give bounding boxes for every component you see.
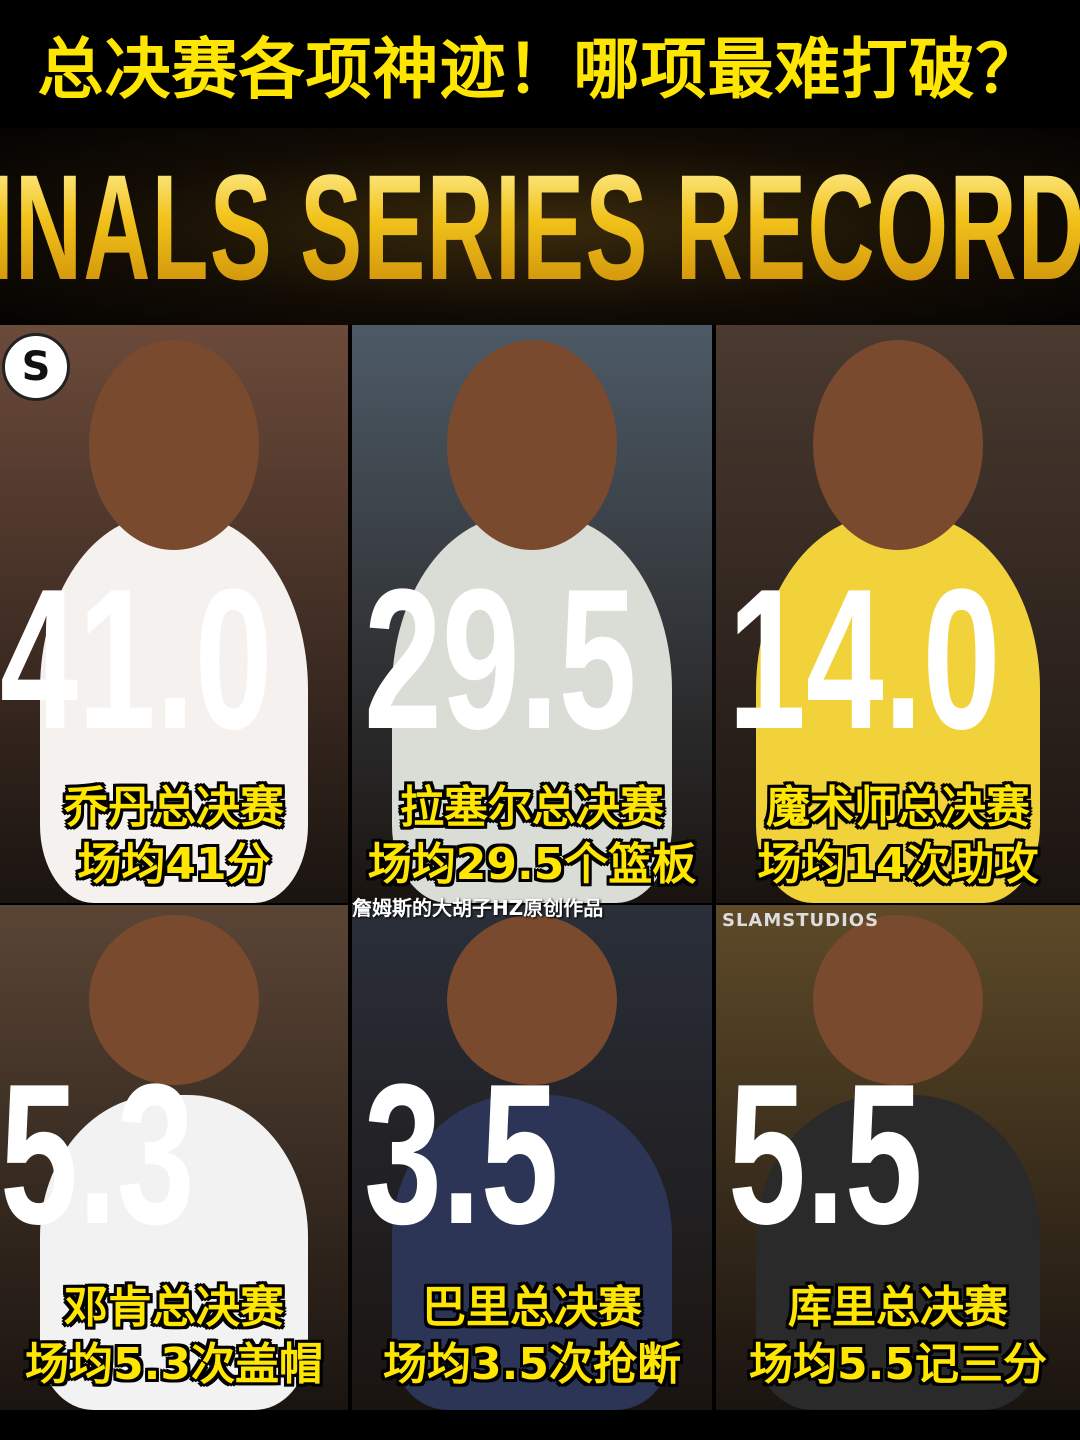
caption-line2: 场均14次助攻 [757, 839, 1039, 890]
player-head [813, 915, 983, 1085]
caption-line2: 场均5.3次盖帽 [25, 1339, 323, 1390]
stat-value: 29.5 [364, 548, 637, 771]
player-panel: 5.5 库里总决赛 场均5.5记三分 [716, 905, 1080, 1410]
player-jersey [40, 515, 308, 903]
bottom-bar [0, 1410, 1080, 1440]
player-head [447, 340, 617, 550]
caption-line2: 场均41分 [77, 839, 271, 890]
player-panel: 29.5 拉塞尔总决赛 场均29.5个篮板 [352, 325, 712, 903]
top-title-bar: 总决赛各项神迹！哪项最难打破？ [0, 0, 1080, 128]
stat-value: 41.0 [0, 548, 273, 771]
caption-line2: 场均5.5记三分 [749, 1339, 1047, 1390]
player-head [813, 340, 983, 550]
player-panel: 41.0 乔丹总决赛 场均41分 [0, 325, 348, 903]
caption-line1: 邓肯总决赛 [64, 1282, 284, 1333]
player-jersey [756, 515, 1040, 903]
caption-line1: 魔术师总决赛 [766, 782, 1030, 833]
slam-logo-icon: S [2, 333, 70, 401]
player-panel: 14.0 魔术师总决赛 场均14次助攻 [716, 325, 1080, 903]
player-head [447, 915, 617, 1085]
records-banner: FINALS SERIES RECORDS [0, 128, 1080, 325]
player-jersey [392, 1095, 672, 1410]
player-panel: 3.5 巴里总决赛 场均3.5次抢断 [352, 905, 712, 1410]
records-grid: 41.0 乔丹总决赛 场均41分 29.5 拉塞尔总决赛 场均29.5个篮板 1… [0, 325, 1080, 1410]
player-jersey [392, 515, 672, 903]
studio-logo: SLAMSTUDIOS [722, 910, 880, 931]
stat-value: 5.5 [728, 1043, 923, 1266]
page-title: 总决赛各项神迹！哪项最难打破？ [37, 31, 1043, 108]
player-jersey [40, 1095, 308, 1410]
stat-value: 5.3 [0, 1043, 195, 1266]
watermark: 詹姆斯的大胡子HZ原创作品 [352, 896, 604, 920]
stat-value: 3.5 [364, 1043, 559, 1266]
caption-line2: 场均29.5个篮板 [367, 839, 697, 890]
player-jersey [756, 1095, 1040, 1410]
caption-line1: 巴里总决赛 [422, 1282, 642, 1333]
caption-line2: 场均3.5次抢断 [383, 1339, 681, 1390]
player-head [89, 340, 259, 550]
caption-line1: 拉塞尔总决赛 [400, 782, 664, 833]
banner-title: FINALS SERIES RECORDS [0, 152, 1080, 302]
caption-line1: 乔丹总决赛 [64, 782, 284, 833]
caption-line1: 库里总决赛 [788, 1282, 1008, 1333]
player-head [89, 915, 259, 1085]
stat-value: 14.0 [728, 548, 1001, 771]
player-panel: 5.3 邓肯总决赛 场均5.3次盖帽 [0, 905, 348, 1410]
